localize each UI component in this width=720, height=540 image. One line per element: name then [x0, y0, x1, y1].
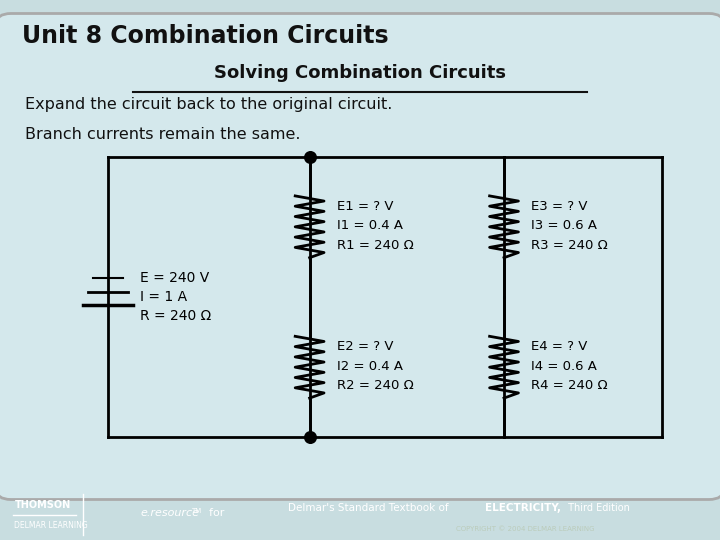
Text: Branch currents remain the same.: Branch currents remain the same.: [25, 127, 301, 142]
Text: I4 = 0.6 A: I4 = 0.6 A: [531, 360, 597, 373]
Text: E = 240 V: E = 240 V: [140, 271, 210, 285]
Point: [304, 433, 315, 442]
Text: I2 = 0.4 A: I2 = 0.4 A: [337, 360, 403, 373]
Text: Third Edition: Third Edition: [565, 503, 630, 513]
Text: I1 = 0.4 A: I1 = 0.4 A: [337, 219, 403, 232]
Text: Delmar's Standard Textbook of: Delmar's Standard Textbook of: [288, 503, 452, 513]
Text: Solving Combination Circuits: Solving Combination Circuits: [214, 64, 506, 82]
Text: for: for: [202, 508, 224, 518]
Text: Unit 8 Combination Circuits: Unit 8 Combination Circuits: [22, 24, 388, 48]
Text: THOMSON: THOMSON: [14, 500, 71, 510]
Point: [304, 152, 315, 161]
Text: R = 240 Ω: R = 240 Ω: [140, 309, 212, 323]
Text: DELMAR LEARNING: DELMAR LEARNING: [14, 521, 88, 530]
Text: e.resource: e.resource: [140, 508, 199, 518]
FancyBboxPatch shape: [0, 14, 720, 500]
Text: ELECTRICITY,: ELECTRICITY,: [485, 503, 561, 513]
Text: Expand the circuit back to the original circuit.: Expand the circuit back to the original …: [25, 97, 392, 112]
Text: E1 = ? V: E1 = ? V: [337, 200, 393, 213]
Text: E2 = ? V: E2 = ? V: [337, 340, 393, 353]
Text: R2 = 240 Ω: R2 = 240 Ω: [337, 379, 414, 392]
Text: E3 = ? V: E3 = ? V: [531, 200, 588, 213]
Text: TM: TM: [191, 508, 201, 514]
Text: COPYRIGHT © 2004 DELMAR LEARNING: COPYRIGHT © 2004 DELMAR LEARNING: [456, 526, 595, 532]
Text: R1 = 240 Ω: R1 = 240 Ω: [337, 239, 414, 252]
Text: I = 1 A: I = 1 A: [140, 290, 187, 304]
Text: E4 = ? V: E4 = ? V: [531, 340, 588, 353]
Text: R3 = 240 Ω: R3 = 240 Ω: [531, 239, 608, 252]
Text: R4 = 240 Ω: R4 = 240 Ω: [531, 379, 608, 392]
Text: I3 = 0.6 A: I3 = 0.6 A: [531, 219, 598, 232]
